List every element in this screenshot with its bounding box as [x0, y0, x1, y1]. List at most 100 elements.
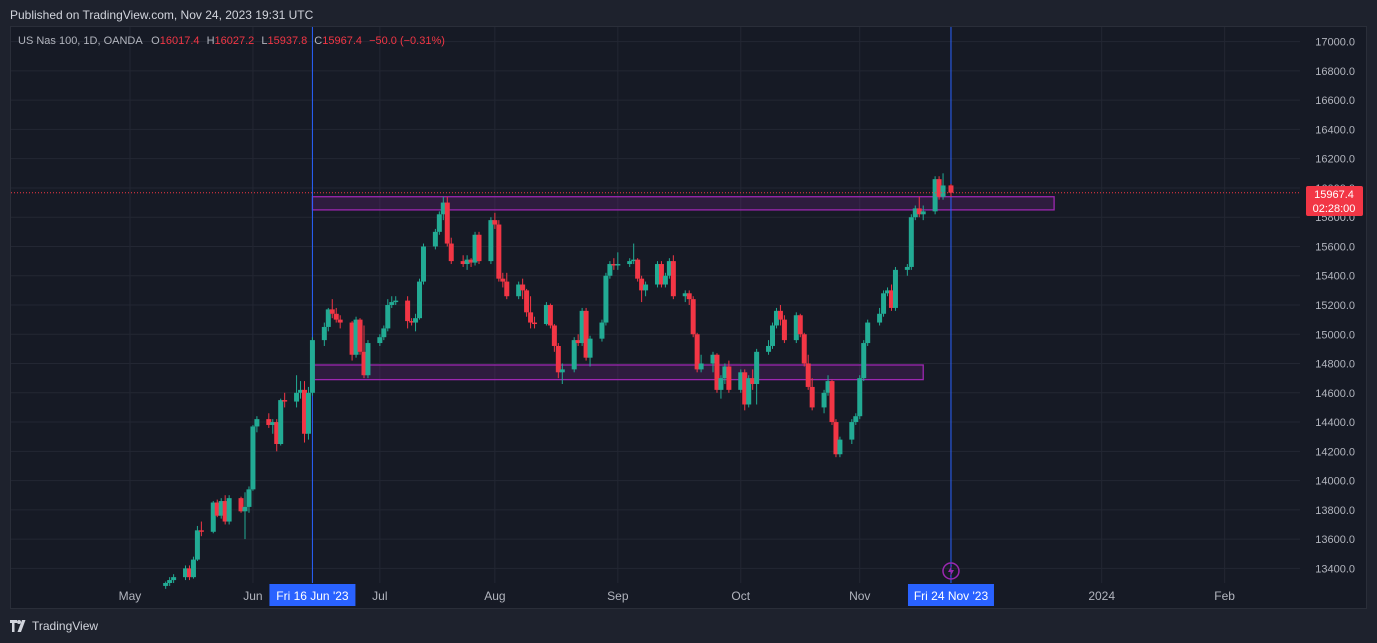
candle-body[interactable]: [278, 400, 284, 444]
candle-body[interactable]: [881, 293, 887, 314]
candle-body[interactable]: [226, 498, 232, 522]
candle-body[interactable]: [607, 264, 613, 276]
candle-body[interactable]: [912, 208, 918, 218]
candle-body[interactable]: [254, 419, 260, 427]
candle-body[interactable]: [877, 313, 883, 323]
candle-body[interactable]: [171, 577, 177, 581]
candle-body[interactable]: [274, 422, 280, 444]
candle-body[interactable]: [183, 568, 189, 578]
candle-body[interactable]: [849, 422, 855, 440]
candle-body[interactable]: [865, 322, 871, 344]
candle-body[interactable]: [742, 372, 748, 405]
candle-body[interactable]: [892, 269, 898, 308]
candle-body[interactable]: [492, 220, 498, 225]
date-marker-badge[interactable]: [269, 584, 356, 606]
candle-body[interactable]: [528, 312, 534, 323]
candle-body[interactable]: [389, 302, 395, 305]
candle-body[interactable]: [698, 363, 704, 370]
candle-body[interactable]: [222, 501, 228, 522]
candle-body[interactable]: [305, 392, 311, 434]
candle-body[interactable]: [250, 426, 256, 490]
candle-body[interactable]: [214, 502, 220, 516]
candle-body[interactable]: [853, 416, 859, 423]
candle-body[interactable]: [448, 243, 454, 262]
candle-body[interactable]: [801, 334, 807, 364]
candle-body[interactable]: [543, 305, 549, 325]
candle-body[interactable]: [658, 264, 664, 285]
candle-body[interactable]: [365, 343, 371, 376]
candle-body[interactable]: [440, 202, 446, 215]
candle-body[interactable]: [754, 351, 760, 385]
candle-body[interactable]: [405, 300, 411, 322]
candle-body[interactable]: [797, 315, 803, 335]
candle-body[interactable]: [738, 372, 744, 390]
candle-body[interactable]: [662, 275, 668, 285]
candle-body[interactable]: [654, 264, 660, 285]
candle-body[interactable]: [409, 321, 415, 323]
candle-body[interactable]: [635, 259, 641, 279]
candle-body[interactable]: [210, 502, 216, 532]
candle-body[interactable]: [377, 337, 383, 344]
symbol-name[interactable]: US Nas 100, 1D, OANDA: [18, 35, 143, 47]
alert-icon[interactable]: [942, 562, 960, 580]
candle-body[interactable]: [631, 259, 637, 262]
candle-body[interactable]: [301, 389, 307, 434]
candle-body[interactable]: [825, 381, 831, 393]
candle-body[interactable]: [773, 310, 779, 326]
chart-frame[interactable]: [10, 26, 1367, 609]
candle-body[interactable]: [766, 345, 772, 352]
candle-body[interactable]: [805, 363, 811, 387]
candle-body[interactable]: [357, 319, 363, 352]
candle-body[interactable]: [218, 501, 224, 516]
candle-body[interactable]: [282, 400, 288, 402]
candle-body[interactable]: [349, 322, 355, 355]
candle-body[interactable]: [948, 185, 954, 193]
candle-body[interactable]: [444, 202, 450, 244]
candle-body[interactable]: [611, 264, 617, 266]
candle-body[interactable]: [694, 334, 700, 370]
candle-body[interactable]: [504, 281, 510, 297]
candle-body[interactable]: [829, 381, 835, 423]
candle-body[interactable]: [916, 208, 922, 215]
candle-body[interactable]: [186, 568, 192, 578]
candle-body[interactable]: [393, 300, 399, 303]
candle-body[interactable]: [587, 338, 593, 358]
candle-body[interactable]: [468, 259, 474, 263]
candle-body[interactable]: [904, 266, 910, 270]
candle-body[interactable]: [908, 217, 914, 267]
candle-body[interactable]: [603, 275, 609, 323]
tradingview-brand[interactable]: TradingView: [32, 619, 99, 633]
time-axis[interactable]: May Jun Jul Aug Sep Oct Nov 2024 Feb Fri 16 Jun '…: [119, 584, 1236, 606]
candle-body[interactable]: [714, 354, 720, 390]
candle-body[interactable]: [770, 325, 776, 346]
candle-body[interactable]: [920, 211, 926, 215]
candle-body[interactable]: [524, 290, 530, 313]
candle-body[interactable]: [793, 315, 799, 341]
candle-body[interactable]: [857, 378, 863, 417]
candle-body[interactable]: [353, 319, 359, 355]
candle-body[interactable]: [385, 305, 391, 329]
candle-body[interactable]: [298, 389, 304, 393]
candle-body[interactable]: [333, 313, 339, 320]
candle-body[interactable]: [266, 419, 272, 425]
candle-body[interactable]: [710, 354, 716, 364]
candle-body[interactable]: [476, 234, 482, 262]
candle-body[interactable]: [472, 234, 478, 263]
candle-body[interactable]: [329, 309, 335, 314]
candle-body[interactable]: [599, 322, 605, 339]
candle-body[interactable]: [361, 351, 367, 376]
candle-body[interactable]: [436, 214, 442, 232]
candle-body[interactable]: [270, 422, 276, 425]
candle-body[interactable]: [246, 489, 252, 507]
candle-body[interactable]: [583, 310, 589, 358]
support-resistance-zones[interactable]: [311, 196, 1055, 381]
candle-body[interactable]: [464, 259, 470, 265]
zone-rectangle[interactable]: [311, 364, 924, 381]
candle-body[interactable]: [726, 366, 732, 390]
candle-body[interactable]: [643, 284, 649, 291]
candle-body[interactable]: [718, 378, 724, 390]
candle-body[interactable]: [413, 318, 419, 323]
candle-body[interactable]: [242, 506, 248, 512]
candle-body[interactable]: [547, 305, 553, 326]
